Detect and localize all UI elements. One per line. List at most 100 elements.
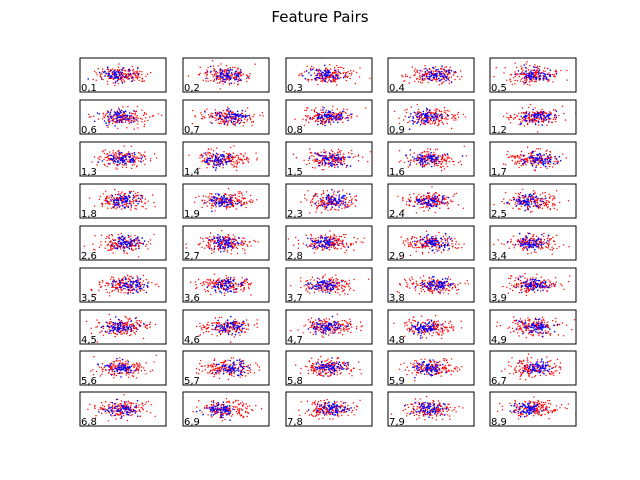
- point-class-a: [141, 195, 144, 197]
- point-class-b: [119, 71, 121, 73]
- point-class-a: [335, 70, 337, 73]
- point-class-a: [348, 152, 350, 154]
- point-class-b: [555, 110, 558, 112]
- point-class-a: [453, 114, 455, 117]
- point-class-a: [350, 70, 352, 72]
- point-class-b: [124, 197, 126, 200]
- point-class-a: [426, 73, 428, 76]
- point-class-b: [331, 206, 333, 208]
- point-class-a: [351, 149, 353, 152]
- point-class-a: [116, 168, 119, 170]
- point-class-a: [93, 205, 96, 207]
- point-class-a: [427, 159, 429, 161]
- point-class-a: [352, 70, 355, 72]
- point-class-b: [426, 192, 429, 194]
- point-class-a: [311, 198, 313, 201]
- point-class-a: [427, 153, 429, 155]
- point-class-a: [245, 206, 247, 209]
- point-class-b: [347, 156, 350, 158]
- point-class-b: [218, 193, 220, 196]
- point-class-b: [435, 204, 438, 207]
- point-class-b: [225, 77, 227, 80]
- point-class-b: [334, 204, 337, 207]
- point-class-a: [213, 74, 216, 76]
- point-class-b: [545, 77, 548, 80]
- point-class-a: [436, 78, 438, 81]
- point-class-a: [350, 117, 352, 119]
- point-class-a: [545, 205, 548, 207]
- point-class-a: [216, 82, 219, 84]
- point-class-b: [542, 72, 544, 74]
- point-class-a: [136, 70, 139, 72]
- point-class-a: [137, 75, 139, 77]
- point-class-b: [547, 113, 550, 116]
- panel-2-6: 2,6: [79, 225, 167, 262]
- point-class-b: [221, 69, 223, 71]
- point-class-b: [337, 117, 339, 120]
- panel-label: 1,5: [287, 167, 303, 178]
- point-class-b: [135, 119, 138, 121]
- point-class-b: [221, 162, 223, 164]
- point-class-a: [535, 199, 537, 201]
- point-class-a: [250, 199, 252, 201]
- point-class-a: [567, 200, 570, 202]
- point-class-a: [152, 114, 155, 117]
- point-class-a: [130, 248, 133, 251]
- point-class-a: [127, 105, 129, 108]
- point-class-a: [329, 154, 331, 157]
- panel-0-4: 0,4: [387, 57, 475, 94]
- point-class-a: [321, 212, 323, 214]
- point-class-a: [137, 191, 139, 194]
- point-class-b: [336, 202, 338, 205]
- point-class-a: [199, 66, 201, 68]
- point-class-b: [437, 156, 439, 158]
- point-class-b: [417, 156, 419, 158]
- point-class-b: [220, 160, 222, 163]
- point-class-b: [428, 207, 431, 209]
- point-class-b: [114, 203, 116, 205]
- point-class-b: [206, 161, 209, 163]
- point-class-b: [134, 153, 136, 156]
- point-class-a: [330, 149, 333, 151]
- point-class-b: [412, 122, 415, 125]
- point-class-a: [233, 77, 235, 79]
- point-class-a: [457, 116, 460, 118]
- point-class-a: [425, 154, 427, 156]
- point-class-a: [232, 123, 235, 125]
- point-class-a: [438, 119, 441, 122]
- point-class-b: [321, 163, 324, 165]
- point-class-a: [369, 151, 372, 153]
- point-class-a: [135, 208, 137, 210]
- point-class-a: [303, 159, 305, 161]
- point-class-b: [434, 195, 436, 197]
- point-class-a: [338, 190, 340, 192]
- point-class-b: [340, 157, 343, 159]
- point-class-a: [336, 64, 338, 67]
- point-class-b: [225, 163, 228, 165]
- point-class-b: [232, 120, 235, 123]
- point-class-a: [252, 200, 254, 202]
- point-class-a: [207, 80, 209, 82]
- point-class-b: [207, 163, 209, 166]
- point-class-a: [405, 74, 407, 76]
- point-class-a: [446, 122, 448, 125]
- point-class-b: [524, 119, 526, 122]
- point-class-a: [229, 155, 231, 158]
- point-class-b: [218, 112, 220, 115]
- point-class-a: [342, 121, 344, 124]
- point-class-b: [117, 164, 119, 166]
- point-class-b: [409, 163, 411, 166]
- point-class-b: [529, 206, 531, 208]
- point-class-b: [426, 112, 429, 115]
- point-class-b: [333, 117, 336, 119]
- point-class-b: [515, 199, 518, 201]
- point-class-a: [206, 167, 208, 169]
- point-class-a: [547, 200, 549, 202]
- point-class-a: [206, 73, 208, 76]
- point-class-b: [447, 78, 450, 81]
- point-class-b: [227, 117, 229, 119]
- point-class-b: [109, 70, 112, 72]
- point-class-a: [247, 107, 249, 109]
- point-class-a: [420, 120, 422, 123]
- point-class-b: [132, 121, 135, 123]
